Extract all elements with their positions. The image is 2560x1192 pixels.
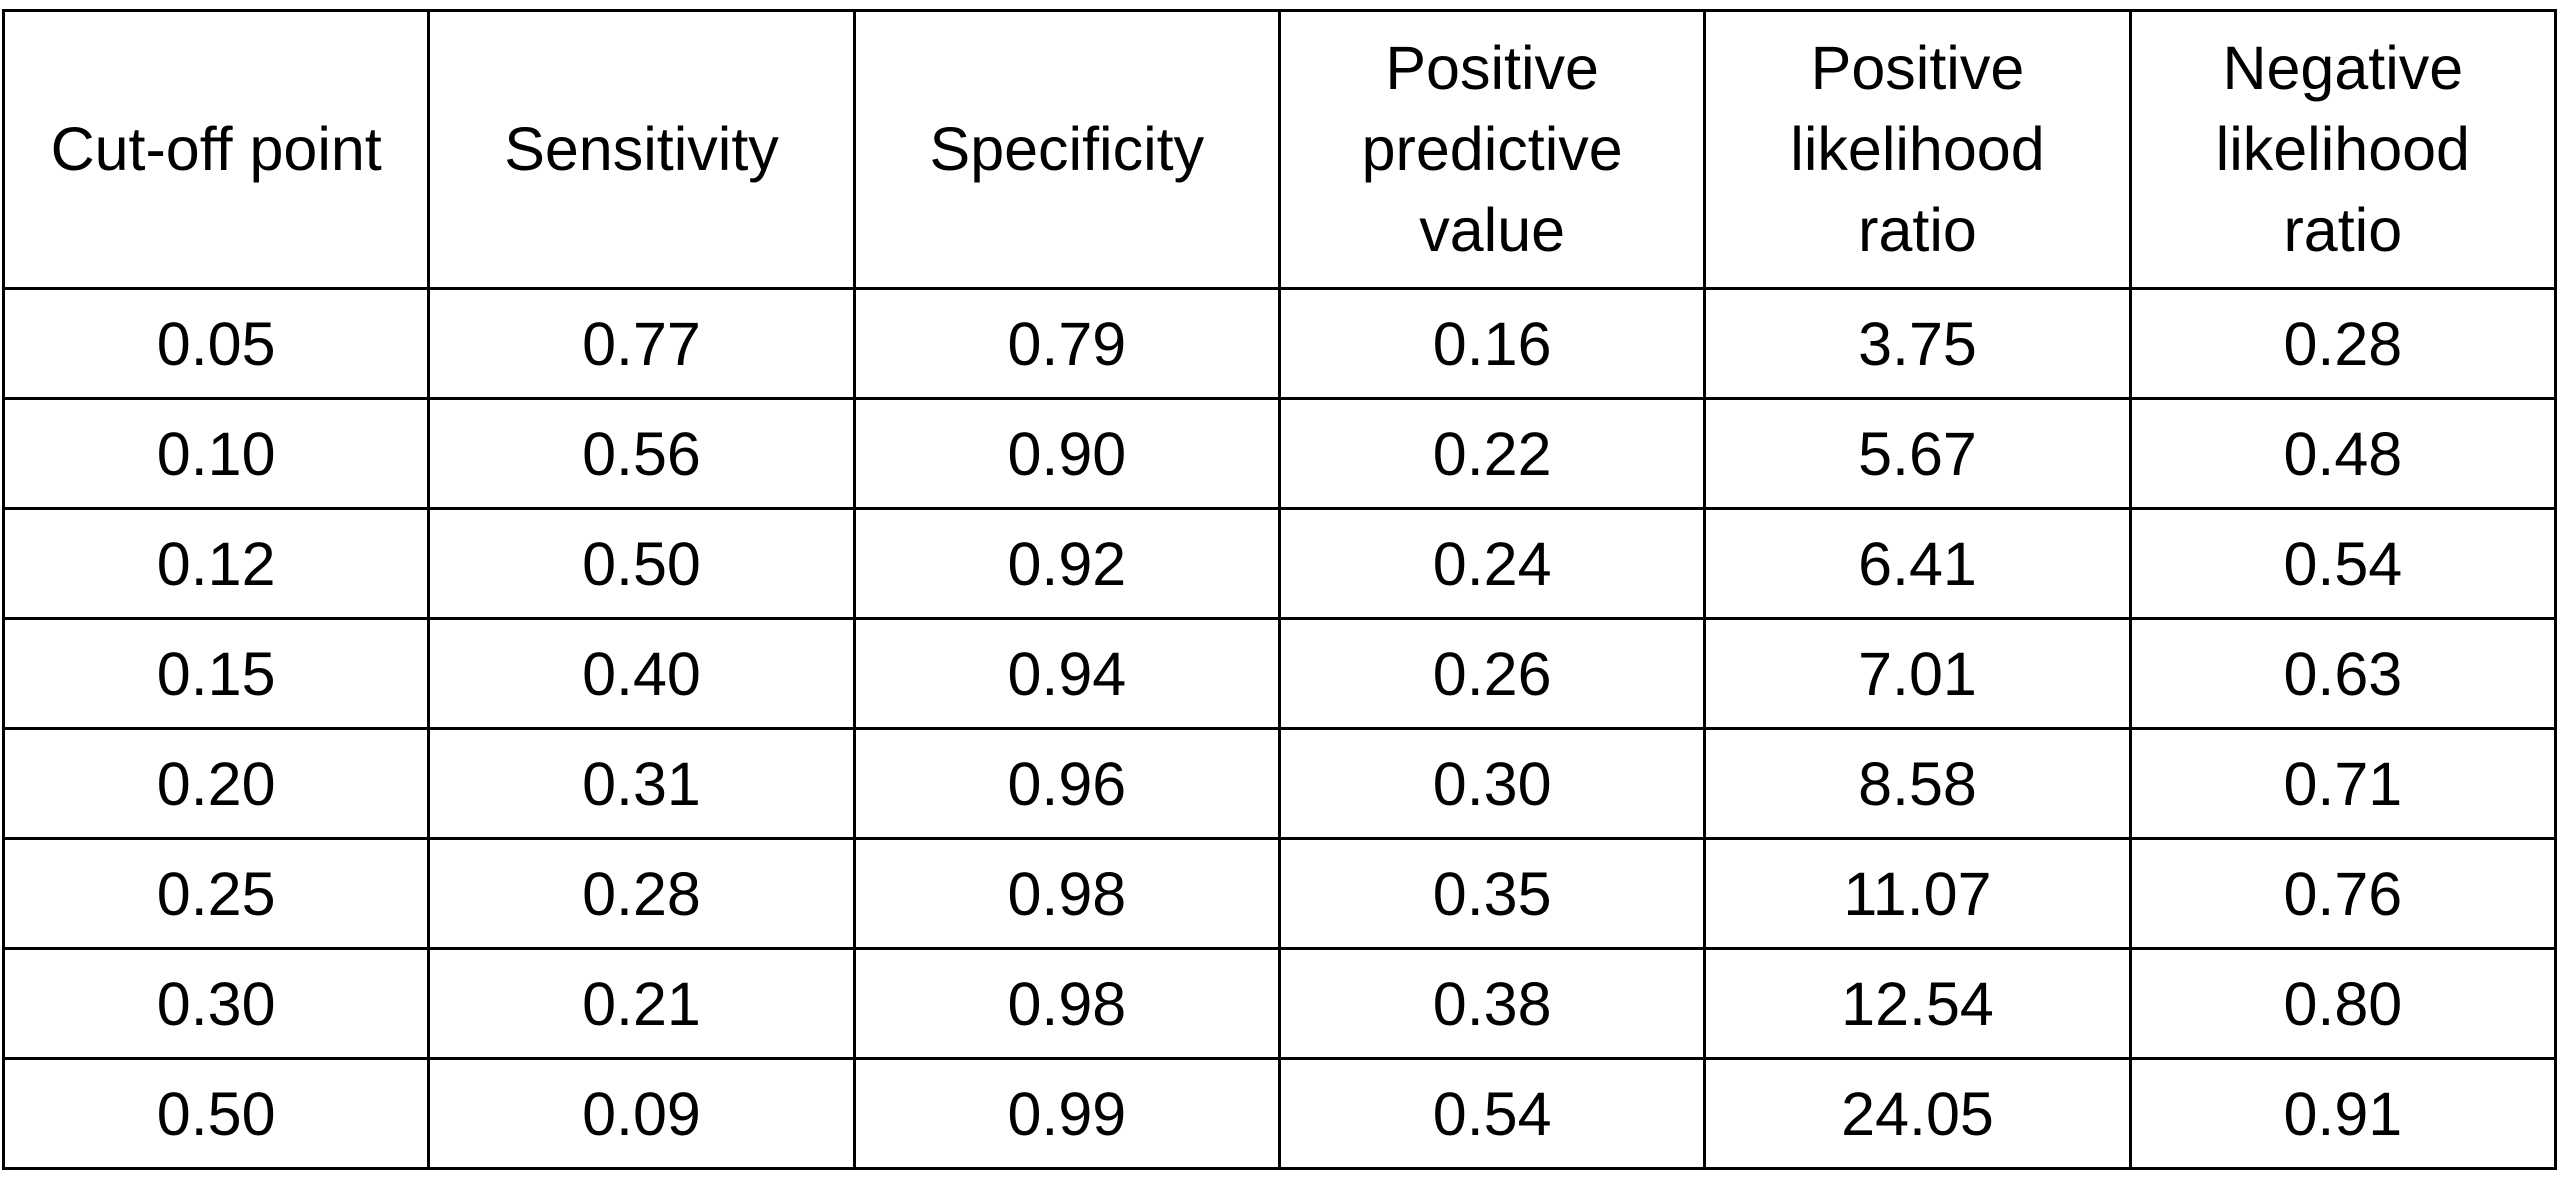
cell-ppv: 0.16 [1277,287,1707,400]
table-row: 0.12 0.50 0.92 0.24 6.41 0.54 [1,507,2558,620]
header-plr-line-1: Positive [1810,34,2025,102]
header-sensitivity-line: Sensitivity [504,115,779,183]
cell-ppv: 0.54 [1277,1057,1707,1170]
cell-cutoff: 0.05 [1,287,431,400]
cell-plr: 3.75 [1703,287,2132,400]
cell-cutoff: 0.12 [1,507,431,620]
cell-cutoff: 0.20 [1,727,431,840]
header-specificity: Specificity [852,9,1281,290]
diagnostic-accuracy-table: Cut-off point Sensitivity Specificity Po… [1,9,2558,1170]
header-sensitivity: Sensitivity [427,9,856,290]
header-plr: Positive likelihood ratio [1703,9,2132,290]
cell-ppv: 0.38 [1277,947,1707,1060]
cell-sensitivity: 0.31 [427,727,856,840]
cell-nlr: 0.80 [2128,947,2558,1060]
cell-sensitivity: 0.28 [427,837,856,950]
cell-specificity: 0.98 [852,837,1281,950]
cell-nlr: 0.28 [2128,287,2558,400]
cell-plr: 5.67 [1703,397,2132,510]
header-nlr: Negative likelihood ratio [2128,9,2558,290]
table-row: 0.10 0.56 0.90 0.22 5.67 0.48 [1,397,2558,510]
header-ppv-line-3: value [1419,196,1566,264]
cell-specificity: 0.94 [852,617,1281,730]
cell-plr: 11.07 [1703,837,2132,950]
cell-sensitivity: 0.50 [427,507,856,620]
header-ppv: Positive predictive value [1277,9,1707,290]
cell-nlr: 0.48 [2128,397,2558,510]
header-row: Cut-off point Sensitivity Specificity Po… [1,9,2558,290]
header-nlr-line-3: ratio [2283,196,2403,264]
cell-sensitivity: 0.21 [427,947,856,1060]
cell-specificity: 0.90 [852,397,1281,510]
table-row: 0.25 0.28 0.98 0.35 11.07 0.76 [1,837,2558,950]
cell-sensitivity: 0.09 [427,1057,856,1170]
table-row: 0.30 0.21 0.98 0.38 12.54 0.80 [1,947,2558,1060]
cell-specificity: 0.79 [852,287,1281,400]
cell-specificity: 0.98 [852,947,1281,1060]
cell-plr: 7.01 [1703,617,2132,730]
cell-cutoff: 0.30 [1,947,431,1060]
cell-ppv: 0.30 [1277,727,1707,840]
cell-ppv: 0.35 [1277,837,1707,950]
header-ppv-line-1: Positive [1385,34,1599,102]
cell-plr: 12.54 [1703,947,2132,1060]
header-nlr-line-2: likelihood [2215,115,2470,183]
header-cutoff-line: Cut-off point [50,115,382,183]
cell-nlr: 0.71 [2128,727,2558,840]
cell-specificity: 0.99 [852,1057,1281,1170]
cell-plr: 8.58 [1703,727,2132,840]
cell-nlr: 0.76 [2128,837,2558,950]
cell-cutoff: 0.50 [1,1057,431,1170]
cell-sensitivity: 0.40 [427,617,856,730]
cell-nlr: 0.63 [2128,617,2558,730]
cell-ppv: 0.26 [1277,617,1707,730]
cell-nlr: 0.91 [2128,1057,2558,1170]
cell-sensitivity: 0.77 [427,287,856,400]
header-ppv-line-2: predictive [1361,115,1623,183]
header-cutoff: Cut-off point [1,9,431,290]
cell-plr: 6.41 [1703,507,2132,620]
cell-cutoff: 0.25 [1,837,431,950]
cell-ppv: 0.22 [1277,397,1707,510]
cell-cutoff: 0.15 [1,617,431,730]
table-row: 0.15 0.40 0.94 0.26 7.01 0.63 [1,617,2558,730]
table-row: 0.05 0.77 0.79 0.16 3.75 0.28 [1,287,2558,400]
table-body: 0.05 0.77 0.79 0.16 3.75 0.28 0.10 0.56 0.90 0.22… [1,287,2558,1170]
table-row: 0.50 0.09 0.99 0.54 24.05 0.91 [1,1057,2558,1170]
cell-plr: 24.05 [1703,1057,2132,1170]
cell-cutoff: 0.10 [1,397,431,510]
cell-sensitivity: 0.56 [427,397,856,510]
header-plr-line-3: ratio [1858,196,1977,264]
header-plr-line-2: likelihood [1790,115,2045,183]
header-nlr-line-1: Negative [2222,34,2464,102]
header-specificity-line: Specificity [929,115,1205,183]
cell-nlr: 0.54 [2128,507,2558,620]
table-row: 0.20 0.31 0.96 0.30 8.58 0.71 [1,727,2558,840]
cell-specificity: 0.96 [852,727,1281,840]
table-header: Cut-off point Sensitivity Specificity Po… [1,9,2558,290]
cell-ppv: 0.24 [1277,507,1707,620]
cell-specificity: 0.92 [852,507,1281,620]
